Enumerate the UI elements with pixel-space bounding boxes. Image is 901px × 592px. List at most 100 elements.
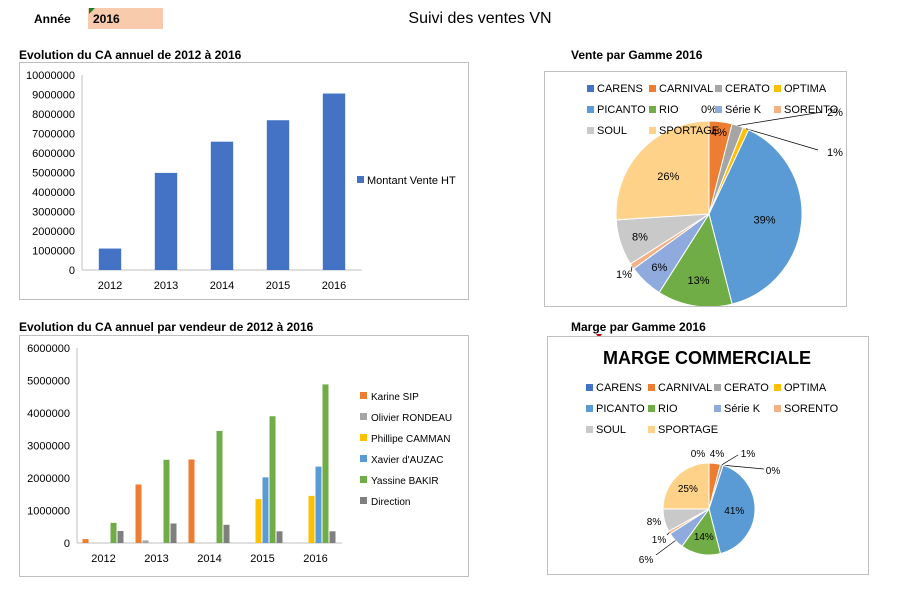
vente-gamme-chart: 0% 4% 2% 1% 39% 13% 6% 1% 8% 26% CARENS CARNIVAL CER… xyxy=(587,83,843,308)
pie-data-label: 41% xyxy=(724,506,744,517)
y-tick-label: 8000000 xyxy=(32,109,75,121)
y-tick-label: 9000000 xyxy=(32,90,75,102)
y-tick-label: 7000000 xyxy=(32,129,75,141)
x-tick-label: 2016 xyxy=(322,280,346,292)
legend-swatch xyxy=(360,434,367,441)
pie-data-label: 1% xyxy=(741,449,756,460)
legend-label: CARENS xyxy=(596,382,642,394)
year-label: Année xyxy=(34,12,71,26)
legend-swatch xyxy=(360,497,367,504)
pie-leader-line xyxy=(655,540,676,556)
pie-slice-PICANTO xyxy=(708,464,756,555)
marge-chart-title: MARGE COMMERCIALE xyxy=(603,348,811,368)
vente-gamme-panel[interactable]: 0% 4% 2% 1% 39% 13% 6% 1% 8% 26% CARENS CARNIVAL CER… xyxy=(544,71,847,308)
legend-swatch xyxy=(648,384,655,391)
bar-2016-2 xyxy=(308,495,315,543)
pie-data-label: 14% xyxy=(694,532,714,543)
bar-2012-4 xyxy=(110,522,117,543)
bar-2014-0 xyxy=(188,459,195,543)
vente-gamme-title: Vente par Gamme 2016 xyxy=(571,48,703,62)
bar-2015 xyxy=(266,120,290,270)
y-tick-label: 6000000 xyxy=(32,148,75,160)
y-tick-label: 5000000 xyxy=(32,168,75,180)
legend-label: CARENS xyxy=(597,83,643,95)
ca-annuel-panel[interactable]: 0 1000000 2000000 3000000 4000000 5000000 6000… xyxy=(19,62,469,300)
y-tick-label: 1000000 xyxy=(27,506,70,518)
x-tick-label: 2015 xyxy=(266,280,290,292)
pie-data-label: 0% xyxy=(766,466,781,477)
y-tick-label: 10000000 xyxy=(26,70,75,82)
ca-annuel-chart: 0 1000000 2000000 3000000 4000000 5000000 6000… xyxy=(26,70,456,292)
ca-vendeur-title: Evolution du CA annuel par vendeur de 20… xyxy=(19,320,314,334)
legend-swatch xyxy=(649,85,656,92)
y-tick-label: 3000000 xyxy=(27,441,70,453)
marge-gamme-panel[interactable]: 0% 4% 1% 0% 41% 14% 6% 1% 8% 25% CARENS CARNIVAL CER… xyxy=(547,336,869,575)
bar-2015-2 xyxy=(255,499,262,543)
pie-leader-line xyxy=(745,128,819,151)
bar-2016 xyxy=(322,93,346,271)
page-title: Suivi des ventes VN xyxy=(408,10,552,27)
pie-data-label: 13% xyxy=(688,275,710,287)
legend-swatch xyxy=(715,106,722,113)
legend-swatch xyxy=(714,405,721,412)
bar-2012 xyxy=(98,248,122,270)
legend-label: CARNIVAL xyxy=(659,83,713,95)
marge-gamme-title: Marge par Gamme 2016 xyxy=(571,320,706,334)
legend-swatch xyxy=(587,106,594,113)
x-tick-label: 2015 xyxy=(250,553,274,565)
year-input-cell[interactable] xyxy=(88,8,163,29)
legend-swatch xyxy=(774,405,781,412)
pie-data-label: 26% xyxy=(657,171,679,183)
x-tick-label: 2013 xyxy=(154,280,178,292)
legend-swatch xyxy=(360,455,367,462)
legend-swatch xyxy=(714,384,721,391)
pie-leader-line xyxy=(721,454,739,466)
y-tick-label: 4000000 xyxy=(27,408,70,420)
ca-vendeur-chart: 0 1000000 2000000 3000000 4000000 5000000 6000… xyxy=(27,343,452,565)
legend-swatch xyxy=(648,405,655,412)
legend-label: SPORTAGE xyxy=(659,125,719,137)
y-tick-label: 0 xyxy=(64,538,70,550)
legend-label: Série K xyxy=(724,403,761,415)
pie-data-label: 39% xyxy=(754,214,776,226)
legend-label: RIO xyxy=(659,104,679,116)
pie-data-label: 0% xyxy=(701,104,717,116)
legend-swatch xyxy=(774,106,781,113)
pie-data-label: 2% xyxy=(827,107,843,119)
pie-data-label: 8% xyxy=(632,231,648,243)
legend-label: SPORTAGE xyxy=(658,424,718,436)
bar-2013-0 xyxy=(135,484,142,543)
pie-data-label: 6% xyxy=(651,262,667,274)
pie-data-label: 8% xyxy=(647,517,662,528)
bar-2015-4 xyxy=(269,416,276,543)
pie-data-label: 1% xyxy=(652,535,667,546)
legend-label: SORENTO xyxy=(784,104,839,116)
legend-swatch xyxy=(587,127,594,134)
legend-label: PICANTO xyxy=(597,104,646,116)
legend-swatch xyxy=(774,85,781,92)
legend-label: RIO xyxy=(658,403,678,415)
pie-data-label: 6% xyxy=(639,555,654,566)
legend-swatch xyxy=(586,384,593,391)
legend-swatch xyxy=(648,426,655,433)
legend-label: PICANTO xyxy=(596,403,645,415)
legend-swatch xyxy=(774,384,781,391)
legend-swatch xyxy=(360,413,367,420)
pie-leader-line xyxy=(630,266,633,273)
bar-2012-5 xyxy=(117,530,124,543)
legend-label: CERATO xyxy=(725,83,770,95)
bar-2014-5 xyxy=(223,524,230,543)
pie-slice-SPORTAGE xyxy=(615,120,710,221)
legend-swatch xyxy=(715,85,722,92)
legend-label: Direction xyxy=(371,497,410,508)
legend-label: SORENTO xyxy=(784,403,839,415)
pie-slice-RIO xyxy=(658,212,733,308)
bar-2014 xyxy=(210,141,234,270)
marge-gamme-chart: 0% 4% 1% 0% 41% 14% 6% 1% 8% 25% CARENS CARNIVAL CER… xyxy=(586,382,839,566)
year-value[interactable]: 2016 xyxy=(93,12,120,26)
y-tick-label: 0 xyxy=(69,265,75,277)
ca-vendeur-panel[interactable]: 0 1000000 2000000 3000000 4000000 5000000 6000… xyxy=(19,335,469,577)
pie-leader-line xyxy=(723,464,765,470)
legend-label: Yassine BAKIR xyxy=(371,476,439,487)
bar-2014-4 xyxy=(216,430,223,543)
